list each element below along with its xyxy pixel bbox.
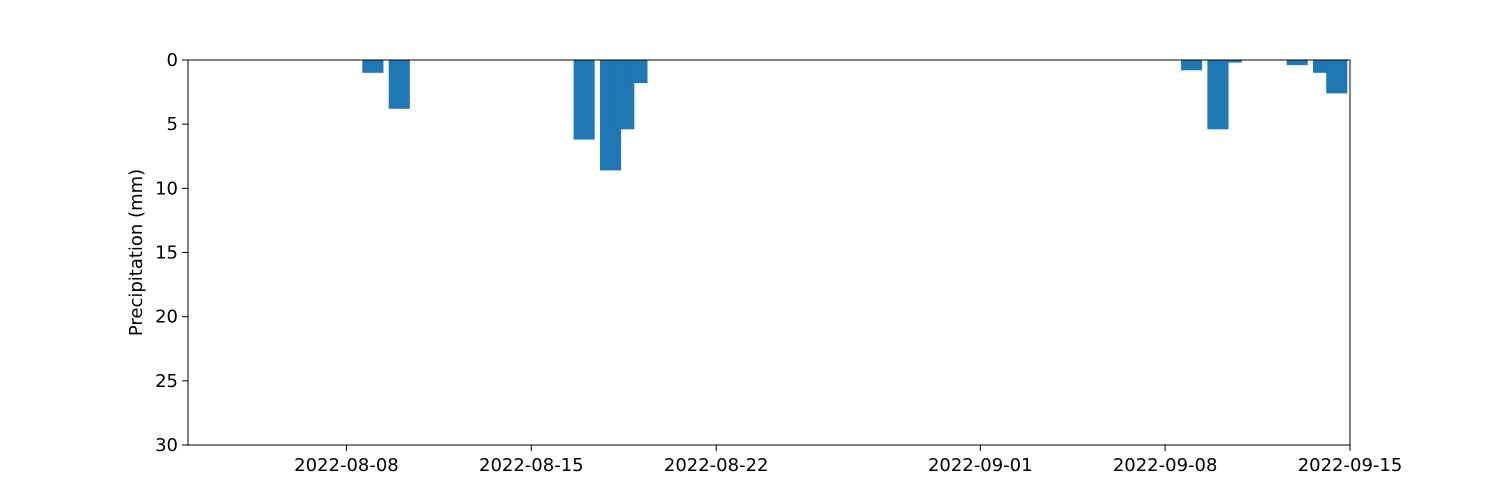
x-tick-label: 2022-08-22 bbox=[664, 455, 769, 476]
precip-bar bbox=[362, 60, 384, 73]
precip-bar bbox=[1326, 60, 1348, 94]
bars-group bbox=[362, 60, 1348, 171]
precip-bar bbox=[1286, 60, 1308, 66]
precip-bar bbox=[1180, 60, 1203, 71]
precip-bar bbox=[626, 60, 648, 84]
x-axis: 2022-08-08 2022-08-15 2022-08-22 2022-09-01… bbox=[294, 445, 1402, 476]
y-tick-label: 0 bbox=[167, 50, 178, 71]
x-tick-label: 2022-08-08 bbox=[294, 455, 399, 476]
precip-bar bbox=[388, 60, 410, 109]
y-tick-label: 25 bbox=[155, 371, 178, 392]
y-tick-label: 5 bbox=[167, 114, 178, 135]
x-tick-label: 2022-09-01 bbox=[928, 455, 1033, 476]
y-tick-label: 10 bbox=[155, 178, 178, 199]
y-tick-label: 15 bbox=[155, 243, 178, 264]
precip-bar bbox=[1207, 60, 1229, 130]
plot-frame bbox=[187, 59, 1351, 446]
y-tick-label: 20 bbox=[155, 307, 178, 328]
y-tick-label: 30 bbox=[155, 435, 178, 456]
x-tick-label: 2022-09-08 bbox=[1113, 455, 1218, 476]
y-axis-label: Precipitation (mm) bbox=[126, 169, 147, 336]
precip-bar bbox=[1220, 60, 1242, 63]
x-tick-label: 2022-08-15 bbox=[479, 455, 584, 476]
y-axis: 0 5 10 15 20 25 30 bbox=[155, 50, 188, 456]
precip-bar bbox=[573, 60, 595, 140]
x-tick-label: 2022-09-15 bbox=[1298, 455, 1403, 476]
